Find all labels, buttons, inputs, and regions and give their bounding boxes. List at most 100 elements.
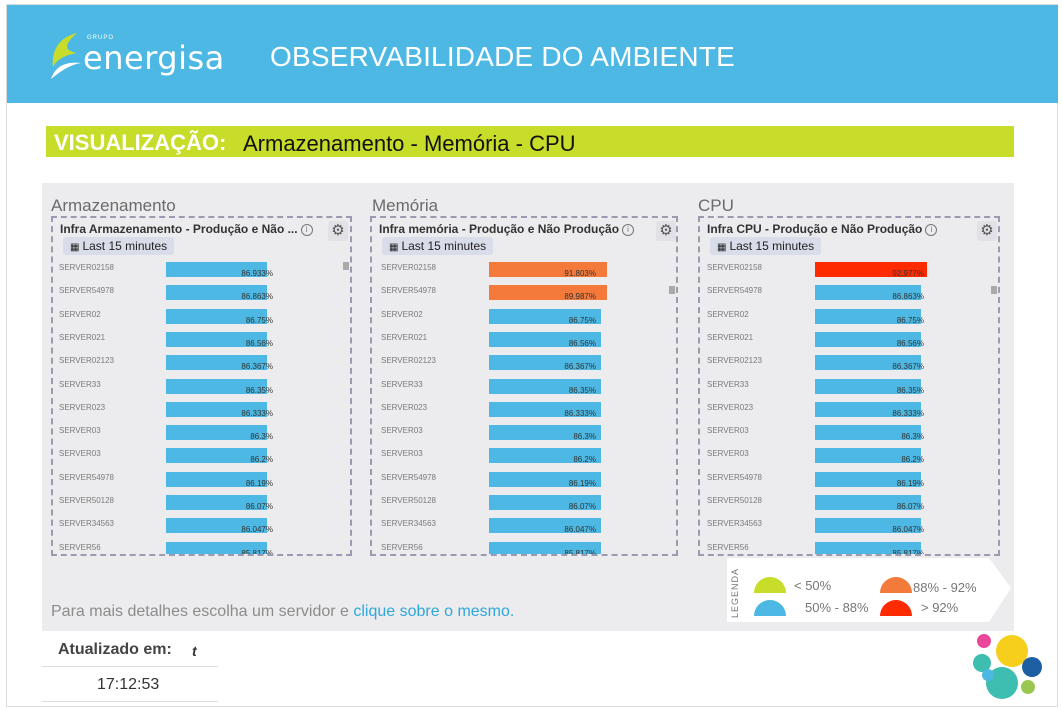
server-row[interactable]: SERVER03 86.2% [700, 446, 998, 469]
usage-bar[interactable] [489, 495, 602, 510]
server-row[interactable]: SERVER34563 86.047% [372, 516, 676, 539]
usage-bar[interactable] [815, 518, 922, 534]
usage-bar[interactable] [489, 401, 602, 417]
usage-bar[interactable] [815, 448, 922, 464]
usage-bar[interactable] [166, 331, 267, 347]
usage-bar[interactable] [489, 331, 602, 347]
server-row[interactable]: SERVER03 86.2% [372, 446, 676, 469]
usage-bar[interactable] [166, 308, 267, 324]
server-row[interactable]: SERVER02 86.75% [372, 307, 676, 330]
server-row[interactable]: SERVER54978 86.863% [700, 283, 998, 306]
server-row[interactable]: SERVER021 86.56% [53, 330, 350, 353]
server-row[interactable]: SERVER50128 86.07% [53, 493, 350, 516]
server-row[interactable]: SERVER34563 86.047% [53, 516, 350, 539]
legend-dot-gt92 [880, 600, 912, 616]
gear-icon[interactable]: ⚙ [977, 221, 997, 241]
server-row[interactable]: SERVER33 86.35% [53, 377, 350, 400]
server-row[interactable]: SERVER50128 86.07% [700, 493, 998, 516]
usage-bar[interactable] [166, 285, 267, 301]
usage-bar[interactable] [815, 471, 922, 487]
usage-bar[interactable] [815, 495, 922, 510]
server-row[interactable]: SERVER33 86.35% [372, 377, 676, 400]
time-range-button[interactable]: ▦ Last 15 minutes [382, 237, 494, 255]
server-row[interactable]: SERVER02 86.75% [700, 307, 998, 330]
usage-bar[interactable] [815, 401, 922, 417]
server-row[interactable]: SERVER02158 91.803% [372, 260, 676, 283]
info-icon[interactable]: i [622, 224, 635, 236]
server-row[interactable]: SERVER02 86.75% [53, 307, 350, 330]
usage-bar[interactable] [489, 541, 602, 554]
usage-bar[interactable] [166, 378, 267, 394]
usage-bar[interactable] [489, 285, 607, 301]
usage-bar[interactable] [166, 425, 267, 441]
card-title-text: Infra CPU - Produção e Não Produção [707, 222, 923, 236]
info-icon[interactable]: i [300, 224, 313, 236]
server-name: SERVER03 [707, 449, 749, 459]
server-row[interactable]: SERVER023 86.333% [700, 400, 998, 423]
scrollbar-thumb[interactable] [343, 262, 349, 270]
usage-bar[interactable] [489, 518, 602, 534]
usage-bar[interactable] [815, 541, 922, 554]
info-icon[interactable]: i [925, 224, 938, 236]
server-row[interactable]: SERVER023 86.333% [372, 400, 676, 423]
server-row[interactable]: SERVER33 86.35% [700, 377, 998, 400]
usage-bar[interactable] [166, 471, 267, 487]
server-row[interactable]: SERVER03 86.2% [53, 446, 350, 469]
gear-icon[interactable]: ⚙ [656, 221, 676, 241]
usage-bar[interactable] [489, 378, 602, 394]
usage-bar[interactable] [166, 495, 267, 510]
server-row[interactable]: SERVER56 85.817% [53, 540, 350, 554]
server-row[interactable]: SERVER03 86.3% [700, 423, 998, 446]
server-row[interactable]: SERVER54978 86.19% [53, 470, 350, 493]
usage-bar[interactable] [815, 355, 922, 371]
server-row[interactable]: SERVER02123 86.367% [372, 353, 676, 376]
server-row[interactable]: SERVER021 86.56% [700, 330, 998, 353]
logo-group-text: GRUPO [87, 35, 115, 41]
time-range-button[interactable]: ▦ Last 15 minutes [63, 237, 175, 255]
usage-bar[interactable] [815, 425, 922, 441]
time-range-label: Last 15 minutes [729, 239, 815, 253]
server-row[interactable]: SERVER03 86.3% [53, 423, 350, 446]
hint-link[interactable]: clique sobre o mesmo. [353, 603, 515, 620]
usage-bar[interactable] [166, 518, 267, 534]
scrollbar-thumb[interactable] [669, 286, 675, 294]
usage-bar[interactable] [166, 355, 267, 371]
server-row[interactable]: SERVER56 85.817% [700, 540, 998, 554]
server-row[interactable]: SERVER021 86.56% [372, 330, 676, 353]
server-row[interactable]: SERVER023 86.333% [53, 400, 350, 423]
usage-bar[interactable] [815, 331, 922, 347]
usage-bar[interactable] [166, 541, 267, 554]
usage-bar[interactable] [166, 448, 267, 464]
usage-bar[interactable] [815, 308, 922, 324]
scrollbar-thumb[interactable] [991, 286, 997, 294]
usage-bar[interactable] [489, 262, 607, 277]
gear-icon[interactable]: ⚙ [328, 221, 348, 241]
usage-bar[interactable] [166, 401, 267, 417]
usage-bar[interactable] [489, 425, 602, 441]
time-range-button[interactable]: ▦ Last 15 minutes [710, 237, 822, 255]
usage-bar[interactable] [489, 448, 602, 464]
server-row[interactable]: SERVER50128 86.07% [372, 493, 676, 516]
server-name: SERVER56 [59, 542, 101, 552]
usage-bar[interactable] [489, 355, 602, 371]
server-row[interactable]: SERVER54978 86.19% [700, 470, 998, 493]
server-row[interactable]: SERVER02123 86.367% [53, 353, 350, 376]
usage-bar[interactable] [815, 285, 922, 301]
usage-bar[interactable] [166, 262, 267, 277]
server-row[interactable]: SERVER56 85.817% [372, 540, 676, 554]
usage-value: 86.07% [568, 502, 596, 511]
server-row[interactable]: SERVER54978 86.863% [53, 283, 350, 306]
server-row[interactable]: SERVER03 86.3% [372, 423, 676, 446]
legend: LEGENDA < 50% 50% - 88% 88% - 92% > 92% [727, 558, 1012, 622]
server-row[interactable]: SERVER02158 86.933% [53, 260, 350, 283]
usage-bar[interactable] [489, 471, 602, 487]
legend-label-gt92: > 92% [921, 600, 959, 615]
server-row[interactable]: SERVER54978 86.19% [372, 470, 676, 493]
usage-bar[interactable] [815, 378, 922, 394]
server-row[interactable]: SERVER54978 89.987% [372, 283, 676, 306]
usage-bar[interactable] [489, 308, 602, 324]
server-row[interactable]: SERVER02123 86.367% [700, 353, 998, 376]
usage-bar[interactable] [815, 262, 927, 277]
server-row[interactable]: SERVER34563 86.047% [700, 516, 998, 539]
server-row[interactable]: SERVER02158 92.977% [700, 260, 998, 283]
